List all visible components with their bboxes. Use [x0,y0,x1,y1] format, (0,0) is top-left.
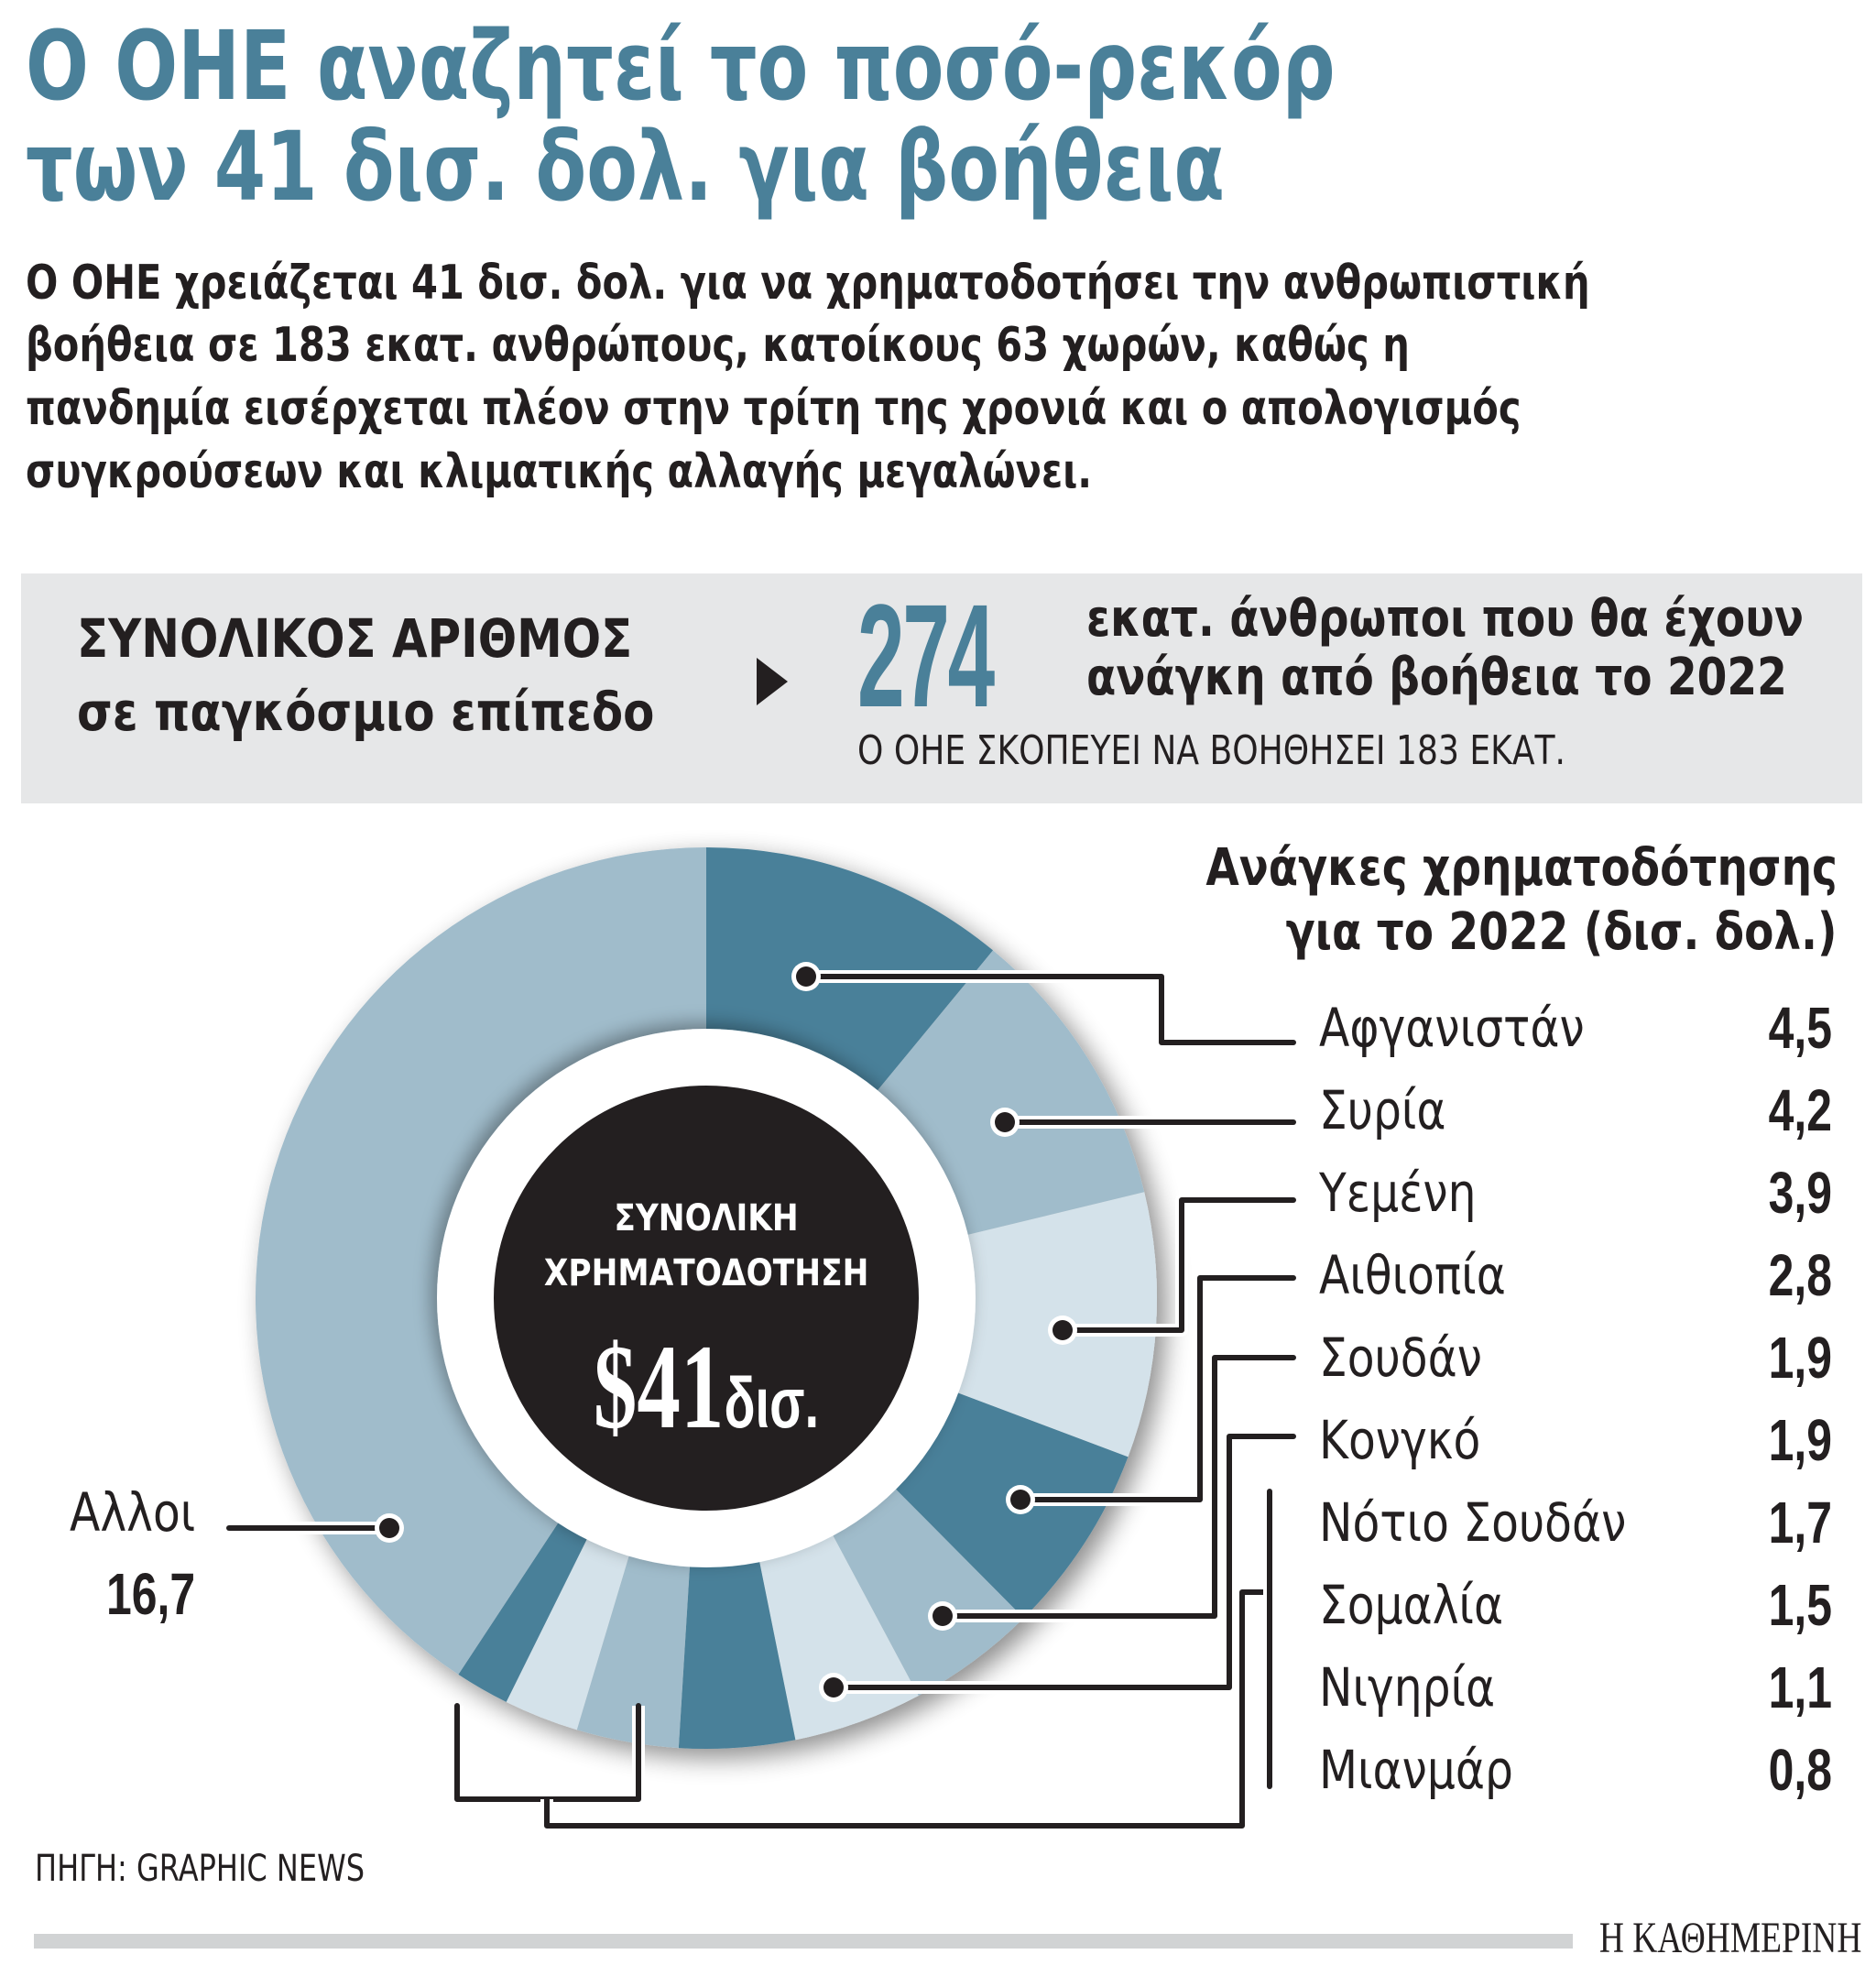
summary-box [21,573,1862,803]
legend-item-value: 1,9 [1768,1325,1832,1391]
footer-rule [34,1934,1573,1949]
leader-dot-icon [995,1112,1015,1132]
center-total-number: $41 [593,1319,725,1454]
center-circle [490,1082,922,1514]
headline-line-1: Ο ΟΗΕ αναζητεί το ποσό-ρεκόρ [26,10,1336,122]
center-total-unit: δισ. [724,1362,820,1443]
legend-item-value: 1,7 [1768,1490,1832,1556]
donut-segment [506,1503,641,1730]
summary-desc-line-2: ανάγκη από βοήθεια το 2022 [1086,648,1787,707]
legend-item-value: 2,8 [1768,1242,1832,1308]
lede-line-2: βοήθεια σε 183 εκατ. ανθρώπους, κατοίκου… [26,318,1410,373]
legend-item-name: Κονγκό [1319,1409,1481,1471]
legend-item-name: Σουδάν [1319,1326,1482,1389]
people-in-need-number: 274 [857,573,995,737]
leader-dot-icon [379,1518,399,1538]
leader-lines [226,962,1296,1832]
legend-title-line-1: Ανάγκες χρηματοδότησης [1205,838,1838,898]
legend-item-name: Αφγανιστάν [1319,997,1585,1059]
others-label: Αλλοι [70,1481,196,1544]
legend-item-name: Μιανμάρ [1319,1739,1513,1801]
center-total-value: $41δισ. [493,1326,920,1447]
summary-label-line-1: ΣΥΝΟΛΙΚΟΣ ΑΡΙΘΜΟΣ [77,607,633,670]
center-label-line-2: ΧΡΗΜΑΤΟΔΟΤΗΣΗ [543,1252,869,1294]
leader-dot-icon [1010,1490,1031,1510]
donut-segment [576,1517,693,1749]
donut-segment [458,1489,605,1702]
donut-segment [813,1460,1024,1697]
leader-dot-icon [1053,1320,1073,1340]
legend-item-value: 1,1 [1768,1654,1832,1720]
legend-item-name: Αιθιοπία [1319,1244,1506,1306]
others-value: 16,7 [106,1561,196,1627]
legend-item-value: 3,9 [1768,1160,1832,1226]
legend-item-name: Σομαλία [1319,1574,1504,1636]
legend-item-value: 4,5 [1768,995,1832,1061]
lede-line-3: πανδημία εισέρχεται πλέον στην τρίτη της… [26,381,1522,436]
source-credit: ΠΗΓΗ: GRAPHIC NEWS [35,1848,365,1890]
legend-item-value: 1,9 [1768,1407,1832,1473]
donut-segment [920,1192,1157,1457]
summary-note: Ο ΟΗΕ ΣΚΟΠΕΥΕΙ ΝΑ ΒΟΗΘΗΣΕΙ 183 ΕΚΑΤ. [857,727,1566,774]
lede-line-1: Ο ΟΗΕ χρειάζεται 41 δισ. δολ. για να χρη… [26,256,1590,311]
summary-label-line-2: σε παγκόσμιο επίπεδο [77,681,655,743]
donut-segment [678,1523,796,1749]
triangle-right-icon [757,658,788,705]
legend-title-line-2: για το 2022 (δισ. δολ.) [1286,902,1838,962]
donut-segment [751,1500,919,1741]
center-label-line-1: ΣΥΝΟΛΙΚΗ [614,1197,799,1239]
legend-item-name: Υεμένη [1319,1162,1477,1224]
publisher-logo: Η ΚΑΘΗΜΕΡΙΝΗ [1598,1914,1861,1962]
legend-item-name: Νότιο Σουδάν [1319,1491,1627,1554]
legend-item-name: Συρία [1319,1079,1446,1141]
legend-item-value: 1,5 [1768,1572,1832,1638]
legend-item-value: 4,2 [1768,1077,1832,1143]
headline-line-2: των 41 δισ. δολ. για βοήθεια [26,111,1225,223]
legend-item-name: Νιγηρία [1319,1656,1496,1719]
leader-dot-icon [796,966,816,987]
summary-desc-line-1: εκατ. άνθρωποι που θα έχουν [1086,589,1804,649]
leader-dot-icon [933,1606,953,1626]
legend-item-value: 0,8 [1768,1737,1832,1803]
leader-dot-icon [823,1677,844,1698]
lede-line-4: συγκρούσεων και κλιματικής αλλαγής μεγαλ… [26,444,1093,499]
